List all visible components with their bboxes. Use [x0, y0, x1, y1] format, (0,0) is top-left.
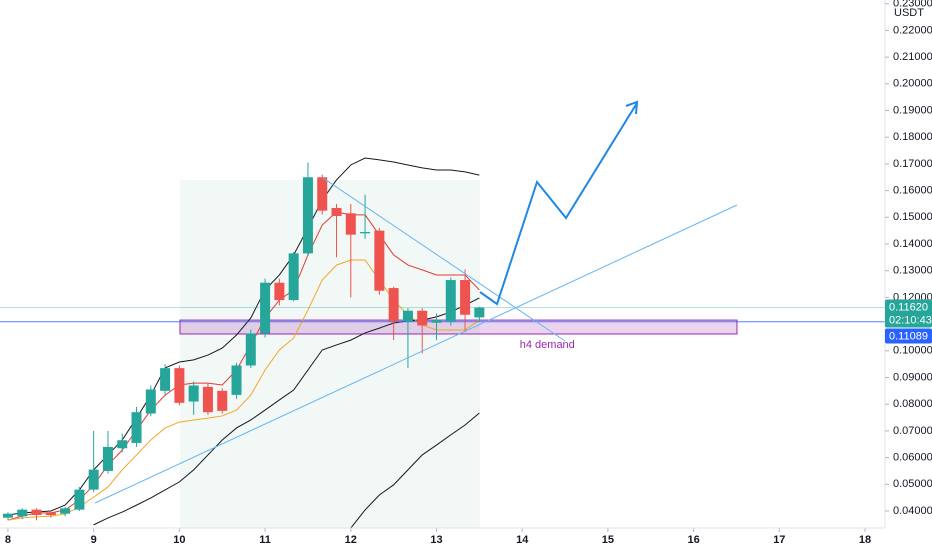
x-tick-label: 13 — [430, 534, 442, 546]
candle-body — [302, 177, 313, 254]
candle-body — [260, 282, 271, 334]
candle-body — [117, 440, 128, 449]
indicator-line — [7, 157, 480, 516]
candle-body — [45, 512, 56, 515]
candle-body — [402, 310, 413, 322]
candle-body — [74, 489, 85, 510]
price-countdown: 02:10:43 — [889, 314, 932, 326]
price-label-box — [885, 328, 932, 344]
candle-body — [331, 207, 342, 216]
y-tick-label: 0.07000 — [893, 425, 932, 437]
y-tick-label: 0.09000 — [893, 371, 932, 383]
y-tick-label: 0.08000 — [893, 398, 932, 410]
candle-body — [460, 280, 471, 315]
trend-line — [94, 204, 738, 504]
candle-body — [274, 282, 285, 301]
y-tick-label: 0.14000 — [893, 238, 932, 250]
price-label: 0.11089 — [889, 330, 928, 342]
indicator-line — [7, 211, 480, 521]
candle-body — [245, 333, 256, 366]
x-tick-label: 11 — [259, 534, 271, 546]
y-tick-label: 0.17000 — [893, 158, 932, 170]
y-tick-label: 0.23000 — [893, 0, 932, 10]
y-tick-label: 0.19000 — [893, 104, 932, 116]
y-tick-label: 0.13000 — [893, 265, 932, 277]
projection-arrowhead — [625, 100, 639, 115]
y-tick-label: 0.18000 — [893, 131, 932, 143]
candle-body — [474, 307, 485, 318]
candle-body — [288, 253, 299, 301]
candle-body — [417, 310, 428, 326]
trend-line — [322, 177, 566, 342]
candle-body — [317, 177, 328, 211]
candle-body — [17, 509, 28, 517]
zone-label: h4 demand — [520, 339, 575, 351]
candle-body — [131, 412, 142, 443]
candle-body — [231, 365, 242, 395]
y-tick-label: 0.06000 — [893, 452, 932, 464]
y-tick-label: 0.04000 — [893, 505, 932, 517]
x-tick-label: 16 — [687, 534, 699, 546]
candle-body — [174, 368, 185, 403]
indicator-line — [350, 412, 480, 529]
y-tick-label: 0.05000 — [893, 478, 932, 490]
candle-body — [388, 288, 399, 322]
candle-body — [445, 280, 456, 322]
x-tick-label: 18 — [859, 534, 871, 546]
y-tick-label: 0.20000 — [893, 78, 932, 90]
price-label-box — [885, 299, 932, 328]
candle-body — [145, 389, 156, 414]
x-tick-label: 17 — [773, 534, 785, 546]
plot: h4 demand — [0, 157, 885, 529]
candle-body — [160, 368, 171, 391]
candle-body — [217, 390, 228, 411]
band-shade — [180, 180, 480, 528]
candle-body — [88, 469, 99, 490]
candle-body — [2, 513, 13, 518]
currency-label: USDT — [894, 7, 924, 19]
candle-body — [431, 320, 442, 323]
y-tick-label: 0.10000 — [893, 345, 932, 357]
indicator-line — [7, 259, 480, 521]
candle-body — [188, 385, 199, 402]
projection-path — [479, 102, 638, 306]
x-tick-label: 15 — [602, 534, 614, 546]
candle-body — [102, 446, 113, 471]
candle-body — [202, 386, 213, 413]
x-tick-label: 14 — [516, 534, 529, 546]
price-label: 0.11620 — [889, 301, 928, 313]
x-tick-label: 9 — [91, 534, 97, 546]
candle-body — [374, 230, 385, 291]
x-tick-label: 8 — [5, 534, 11, 546]
candle-body — [345, 213, 356, 235]
candle-body — [360, 231, 371, 234]
candle-body — [60, 508, 71, 514]
x-tick-label: 10 — [173, 534, 185, 546]
x-tick-label: 12 — [345, 534, 357, 546]
candle-body — [31, 509, 42, 515]
y-tick-label: 0.15000 — [893, 211, 932, 223]
y-tick-label: 0.21000 — [893, 51, 932, 63]
y-tick-label: 0.22000 — [893, 24, 932, 36]
y-tick-label: 0.16000 — [893, 185, 932, 197]
